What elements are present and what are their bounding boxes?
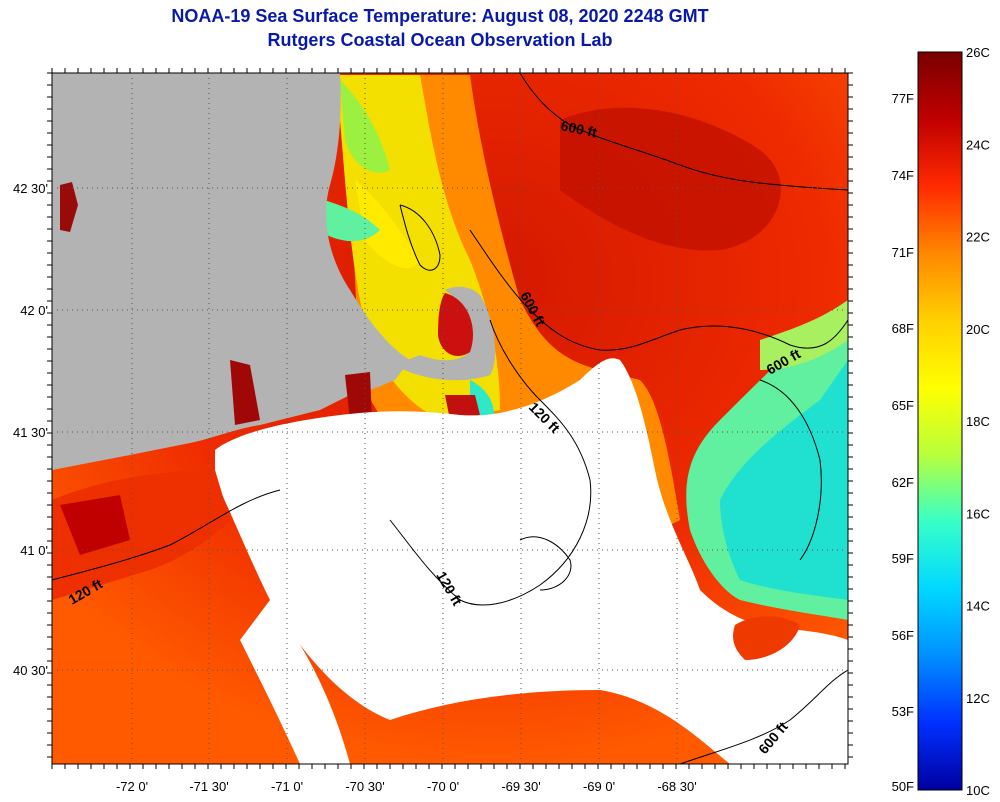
colorbar-fahrenheit-label: 77F bbox=[892, 91, 914, 106]
colorbar-fahrenheit-label: 71F bbox=[892, 245, 914, 260]
latitude-label: 40 30' bbox=[13, 663, 48, 678]
longitude-label: -69 30' bbox=[501, 779, 540, 794]
longitude-label: -70 0' bbox=[427, 779, 459, 794]
colorbar-celsius-label: 16C bbox=[966, 506, 990, 521]
colorbar-fahrenheit-label: 56F bbox=[892, 628, 914, 643]
sst-field-green bbox=[340, 80, 390, 173]
contour-120ft-west bbox=[52, 489, 281, 581]
longitude-label: -68 30' bbox=[657, 779, 696, 794]
sst-map: 600 ft 600 ft 600 ft 600 ft 120 ft 120 f… bbox=[13, 68, 853, 794]
chart-subtitle: Rutgers Coastal Ocean Observation Lab bbox=[267, 30, 613, 50]
latitude-label: 41 0' bbox=[20, 543, 48, 558]
contour-600ft-south bbox=[679, 669, 848, 764]
land-mass bbox=[52, 73, 410, 470]
colorbar-fahrenheit-label: 50F bbox=[892, 779, 914, 794]
contour-600ft-mid bbox=[469, 229, 848, 351]
colorbar-fahrenheit-label: 68F bbox=[892, 321, 914, 336]
colorbar-celsius-label: 12C bbox=[966, 691, 990, 706]
contour-label: 600 ft bbox=[559, 117, 598, 140]
sst-field-hot bbox=[560, 107, 781, 251]
chart-title: NOAA-19 Sea Surface Temperature: August … bbox=[171, 6, 709, 26]
longitude-label: -71 0' bbox=[271, 779, 303, 794]
colorbar-celsius-label: 22C bbox=[966, 230, 990, 245]
latitude-label: 42 0' bbox=[20, 303, 48, 318]
colorbar-celsius-label: 14C bbox=[966, 599, 990, 614]
sst-patch-southeast bbox=[733, 616, 800, 660]
colorbar-fahrenheit-label: 59F bbox=[892, 551, 914, 566]
colorbar-celsius-label: 10C bbox=[966, 783, 990, 798]
colorbar-fahrenheit-label: 74F bbox=[892, 168, 914, 183]
colorbar-fahrenheit-label: 65F bbox=[892, 398, 914, 413]
cloud-mask bbox=[215, 358, 848, 764]
longitude-label: -69 0' bbox=[583, 779, 615, 794]
latitude-label: 41 30' bbox=[13, 425, 48, 440]
cape-cod bbox=[395, 286, 496, 381]
contour-600ft-north bbox=[519, 73, 848, 191]
colorbar-fahrenheit-label: 62F bbox=[892, 475, 914, 490]
colorbar-celsius-label: 24C bbox=[966, 137, 990, 152]
longitude-label: -72 0' bbox=[116, 779, 148, 794]
longitude-label: -70 30' bbox=[345, 779, 384, 794]
colorbar-celsius-label: 26C bbox=[966, 45, 990, 60]
colorbar-scale bbox=[917, 51, 963, 791]
map-frame bbox=[51, 72, 849, 765]
longitude-label: -71 30' bbox=[189, 779, 228, 794]
colorbar-fahrenheit-label: 53F bbox=[892, 704, 914, 719]
contour-120ft bbox=[389, 319, 592, 606]
latitude-label: 42 30' bbox=[13, 181, 48, 196]
colorbar-celsius-label: 18C bbox=[966, 414, 990, 429]
colorbar-celsius-label: 20C bbox=[966, 322, 990, 337]
